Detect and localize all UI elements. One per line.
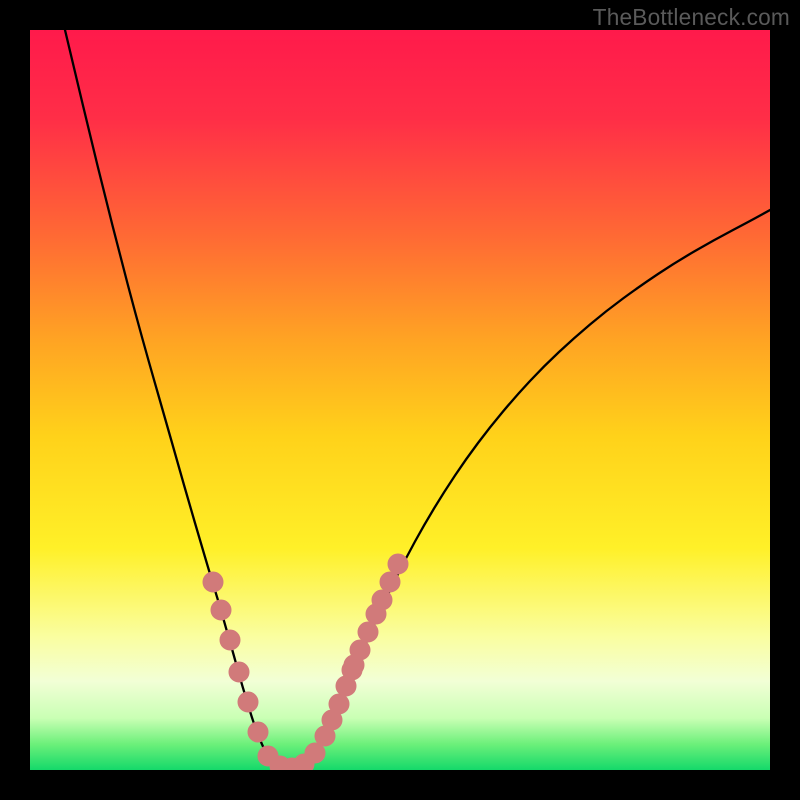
curve-marker <box>203 572 223 592</box>
curve-marker <box>380 572 400 592</box>
curve-marker <box>238 692 258 712</box>
curve-marker <box>211 600 231 620</box>
stage: TheBottleneck.com <box>0 0 800 800</box>
curve-marker <box>229 662 249 682</box>
curve-marker <box>388 554 408 574</box>
curve-marker <box>350 640 370 660</box>
curve-marker <box>358 622 378 642</box>
curve-marker <box>248 722 268 742</box>
curve-marker <box>329 694 349 714</box>
plot-background <box>30 30 770 770</box>
curve-marker <box>372 590 392 610</box>
curve-marker <box>220 630 240 650</box>
chart-svg <box>0 0 800 800</box>
